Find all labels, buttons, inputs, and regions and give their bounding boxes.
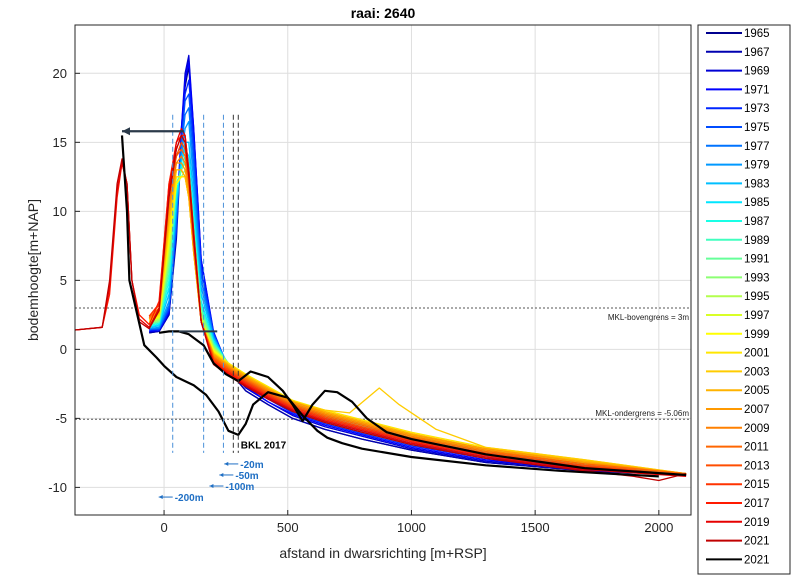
legend-label: 1999: [744, 329, 770, 341]
legend-label: 1993: [744, 272, 770, 284]
distance-label: -100m: [225, 482, 254, 493]
legend-label: 1989: [744, 235, 770, 247]
distance-label: -200m: [175, 493, 204, 504]
x-tick-label: 1000: [397, 520, 426, 535]
legend-label: 1983: [744, 178, 770, 190]
mkl-reference-lines: [75, 307, 691, 420]
bkl-label: BKL 2017: [241, 441, 287, 452]
y-tick-label: -10: [48, 480, 67, 495]
y-tick-label: 20: [53, 66, 67, 81]
grid: [75, 25, 691, 515]
legend-label: 2011: [744, 442, 769, 454]
y-axis-ticks: -10 -5 0 5 10 15 20: [48, 66, 80, 495]
distance-arrow-head: [219, 472, 224, 477]
x-axis-label: afstand in dwarsrichting [m+RSP]: [279, 545, 486, 561]
legend-label: 2017: [744, 498, 770, 510]
x-tick-label: 0: [160, 520, 167, 535]
legend-label: 1997: [744, 310, 770, 322]
legend-label: 1965: [744, 28, 770, 40]
series-line-2009: [148, 155, 687, 475]
legend: 1965 1967 1969 1971 1973 1975 1977 1979 1983 1985…: [697, 24, 791, 575]
y-tick-label: 15: [53, 135, 67, 150]
y-tick-label: 5: [60, 273, 67, 288]
series-line-2007: [148, 162, 687, 475]
distance-arrow-head: [158, 495, 163, 500]
legend-label: 1979: [744, 160, 770, 172]
legend-label: 2001: [744, 348, 770, 360]
chart-title: raai: 2640: [351, 5, 416, 21]
plot-area: MKL-bovengrens = 3m MKL-ondergrens = -5.…: [74, 24, 692, 516]
legend-label: 1991: [744, 254, 770, 266]
y-tick-label: 0: [60, 342, 67, 357]
mkl-lower-label: MKL-ondergrens = -5.06m: [595, 409, 689, 418]
legend-label: 2021: [744, 536, 770, 548]
series-line-bkl-2017: [158, 330, 687, 477]
legend-label: 2013: [744, 460, 770, 472]
distance-arrow-head: [224, 461, 229, 466]
series-line-2021: [120, 135, 659, 478]
mkl-upper-label: MKL-bovengrens = 3m: [608, 313, 689, 322]
x-tick-label: 2000: [644, 520, 673, 535]
legend-label: 1977: [744, 141, 770, 153]
legend-label: 1985: [744, 197, 770, 209]
legend-box: [697, 24, 791, 575]
arrows: [122, 127, 239, 500]
legend-label: 2015: [744, 479, 770, 491]
legend-label: 2009: [744, 423, 770, 435]
arrow-head: [122, 127, 131, 136]
distance-label: -20m: [240, 460, 263, 471]
annotations: MKL-bovengrens = 3m MKL-ondergrens = -5.…: [175, 313, 690, 504]
x-axis-ticks: 0 500 1000 1500 2000: [160, 510, 673, 535]
legend-label: 1975: [744, 122, 770, 134]
legend-label: 2021: [744, 554, 770, 566]
distance-arrow-head: [209, 484, 214, 489]
series-lines: [75, 54, 687, 482]
y-axis-label: bodemhoogte[m+NAP]: [25, 199, 41, 341]
legend-label: 1973: [744, 103, 770, 115]
legend-label: 1969: [744, 66, 770, 78]
legend-label: 1995: [744, 291, 770, 303]
legend-label: 2005: [744, 385, 770, 397]
distance-label: -50m: [235, 471, 258, 482]
legend-label: 2003: [744, 366, 770, 378]
x-tick-label: 1500: [521, 520, 550, 535]
plot-frame: [74, 24, 692, 516]
legend-label: 2019: [744, 517, 770, 529]
legend-label: 2007: [744, 404, 770, 416]
series-line-2021: [75, 134, 687, 482]
vertical-markers: [172, 114, 239, 453]
legend-label: 1971: [744, 84, 770, 96]
y-tick-label: -5: [55, 411, 67, 426]
x-tick-label: 500: [277, 520, 299, 535]
series-line-2005: [148, 169, 687, 475]
legend-label: 1987: [744, 216, 770, 228]
legend-label: 1967: [744, 47, 770, 59]
y-tick-label: 10: [53, 204, 67, 219]
series-line-2001: [148, 176, 687, 475]
